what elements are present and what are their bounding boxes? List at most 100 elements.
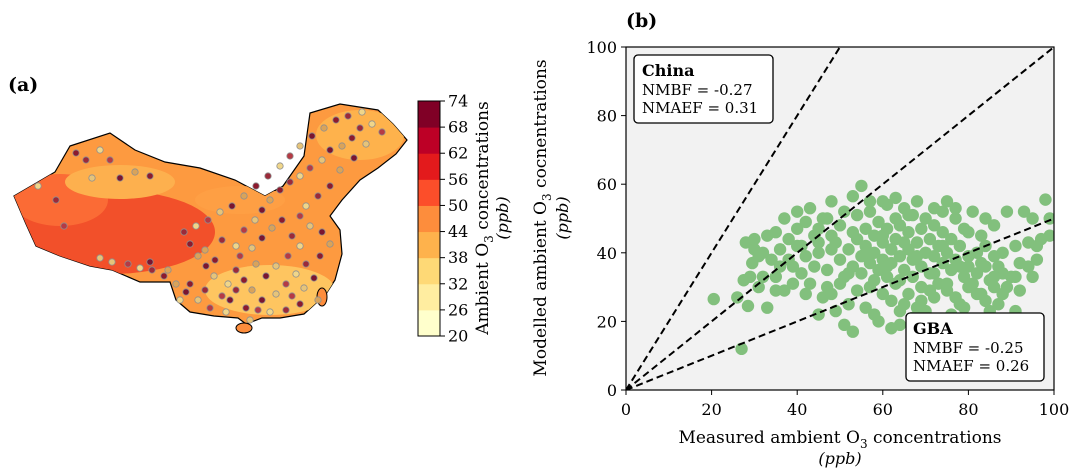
station-marker — [124, 260, 132, 268]
x-axis: 0 20 40 60 80 100 — [621, 390, 1069, 419]
scatter-point — [808, 260, 821, 273]
station-marker — [182, 288, 190, 296]
station-marker — [201, 286, 209, 294]
scatter-point — [820, 212, 834, 225]
colorbar-tick-label: 50 — [448, 196, 468, 215]
station-marker — [136, 264, 144, 272]
station-marker — [240, 276, 248, 284]
colorbar-cell — [418, 179, 440, 206]
scatter-point — [936, 239, 949, 253]
station-marker — [82, 156, 90, 164]
scatter-point — [915, 222, 928, 235]
scatter-point — [743, 270, 757, 284]
scatter-point — [756, 246, 770, 259]
x-axis-unit: (ppb) — [818, 449, 861, 468]
scatter-point — [1009, 270, 1022, 284]
station-marker — [288, 232, 296, 240]
station-marker — [310, 274, 318, 282]
y-tick-label: 20 — [597, 312, 617, 331]
scatter-point — [791, 205, 804, 218]
colorbar-cell — [418, 127, 440, 154]
station-marker — [108, 258, 116, 266]
station-marker — [194, 252, 202, 260]
station-marker — [296, 242, 304, 250]
scatter-point — [940, 195, 954, 208]
station-marker — [286, 178, 294, 186]
colorbar-cell — [418, 205, 440, 233]
reference-line-2-to-1 — [626, 47, 841, 390]
y-axis-unit: (ppb) — [553, 196, 572, 239]
colorbar-tick-label: 38 — [448, 248, 468, 267]
scatter-point — [880, 260, 894, 273]
scatter-point — [812, 236, 825, 249]
scatter-point — [1009, 239, 1022, 253]
scatter-point — [885, 294, 898, 308]
station-marker — [236, 252, 244, 260]
station-marker — [318, 156, 326, 164]
scatter-point — [812, 246, 825, 259]
station-marker — [146, 258, 154, 266]
station-marker — [306, 164, 314, 172]
scatter-point — [940, 277, 954, 290]
x-tick-label: 60 — [873, 400, 893, 419]
scatter-point — [932, 277, 945, 290]
station-marker — [268, 224, 276, 232]
station-marker — [314, 296, 322, 304]
station-marker — [282, 306, 290, 314]
scatter-point — [923, 284, 937, 297]
scatter-point — [1017, 205, 1031, 218]
station-marker — [116, 174, 124, 182]
scatter-point — [966, 205, 979, 218]
scatter-point — [876, 287, 889, 301]
scatter-point — [803, 277, 817, 290]
gba-stats-frame — [905, 312, 1045, 382]
station-marker — [131, 168, 139, 176]
scatter-point — [1043, 229, 1054, 242]
station-marker — [368, 120, 376, 128]
station-marker — [254, 306, 262, 314]
x-tick-label: 80 — [958, 400, 978, 419]
scatter-point — [741, 299, 755, 313]
scatter-point — [1013, 284, 1026, 297]
station-marker — [252, 182, 260, 190]
scatter-point — [799, 250, 812, 263]
station-marker — [362, 140, 370, 148]
station-marker — [216, 208, 224, 216]
y-tick-label: 0 — [607, 381, 617, 400]
scatter-point — [915, 294, 928, 308]
station-marker — [258, 234, 266, 242]
station-marker — [266, 196, 274, 204]
scatter-point — [902, 208, 915, 222]
station-marker — [378, 128, 386, 136]
station-marker — [276, 186, 284, 194]
station-marker — [276, 162, 284, 170]
station-marker — [358, 108, 366, 116]
scatter-point — [893, 219, 907, 232]
scatter-point — [778, 284, 791, 297]
china-map — [13, 103, 408, 334]
hainan-island — [235, 322, 253, 334]
station-marker — [302, 202, 310, 210]
scatter-point — [987, 270, 1001, 284]
china-stats-box: China NMBF = -0.27 NMAEF = 0.31 — [633, 54, 774, 124]
scatter-point — [803, 202, 817, 215]
panel-a-label: (a) — [8, 74, 38, 96]
scatter-point — [791, 222, 804, 235]
scatter-point — [1013, 256, 1026, 270]
gba-stats-title: GBA — [913, 319, 953, 338]
y-axis-label: Modelled ambient O3 cocnentrations — [531, 59, 554, 376]
scatter-point — [945, 232, 958, 246]
scatter-point — [799, 287, 812, 301]
map-region-xinjiang — [65, 165, 175, 199]
scatter-point — [962, 280, 975, 294]
scatter-point — [987, 250, 1001, 263]
station-marker — [186, 280, 194, 288]
scatter-point — [769, 284, 782, 297]
station-marker — [302, 260, 310, 268]
station-marker — [228, 202, 236, 210]
colorbar-frame — [417, 100, 441, 337]
station-marker — [210, 272, 218, 280]
scatter-point — [707, 292, 720, 306]
station-marker — [248, 286, 256, 294]
